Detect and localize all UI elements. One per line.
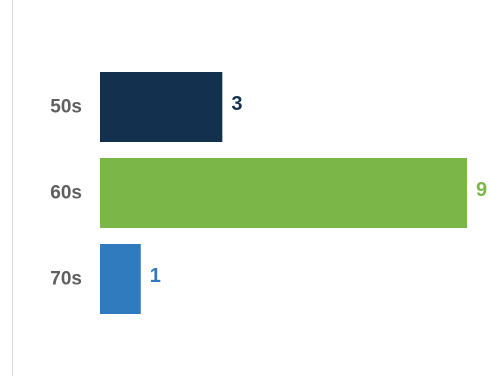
bars-group: 50s 3 60s 9 70s 1 [50, 72, 487, 314]
value-label-60s: 9 [476, 179, 487, 201]
bar-60s [100, 158, 467, 228]
category-label-50s: 50s [50, 97, 82, 118]
value-label-70s: 1 [150, 265, 161, 287]
bar-50s [100, 72, 223, 142]
value-label-50s: 3 [231, 93, 242, 115]
bar-70s [100, 244, 141, 314]
category-label-70s: 70s [50, 269, 82, 290]
category-label-60s: 60s [50, 183, 82, 204]
